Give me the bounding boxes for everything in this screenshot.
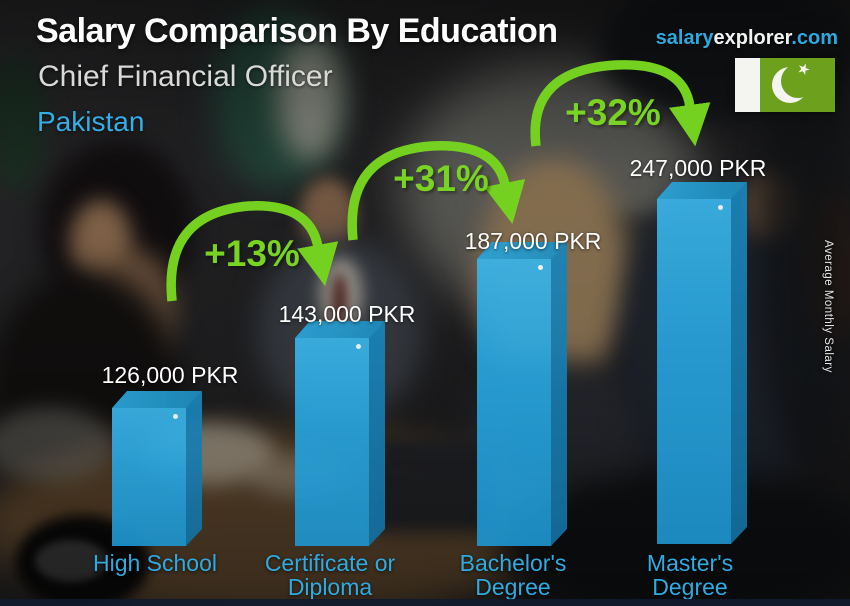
job-title: Chief Financial Officer <box>38 60 333 93</box>
category-masters-degree: Master's Degree <box>646 550 734 600</box>
category-bachelors-degree: Bachelor's Degree <box>459 550 567 600</box>
logo-dotcom: .com <box>791 27 838 49</box>
logo-explorer: explorer <box>713 27 792 49</box>
bottom-strip <box>0 599 850 606</box>
category-high-school: High School <box>92 550 218 576</box>
page-title: Salary Comparison By Education <box>36 12 558 50</box>
pakistan-flag-icon: ★ <box>735 58 835 112</box>
value-certificate-diploma: 143,000 PKR <box>278 301 416 327</box>
value-masters-degree: 247,000 PKR <box>629 155 767 181</box>
country-label: Pakistan <box>37 106 145 137</box>
value-bachelors-degree: 187,000 PKR <box>464 228 602 254</box>
y-axis-label: Average Monthly Salary <box>822 240 834 373</box>
value-high-school: 126,000 PKR <box>101 362 239 388</box>
category-certificate-diploma: Certificate or Diploma <box>264 550 396 600</box>
logo-salary: salary <box>655 27 714 49</box>
pct-increase-2: +31% <box>393 158 489 199</box>
pct-increase-3: +32% <box>565 92 661 133</box>
pct-increase-1: +13% <box>204 233 300 274</box>
site-logo[interactable]: salaryexplorer.com <box>656 27 838 50</box>
